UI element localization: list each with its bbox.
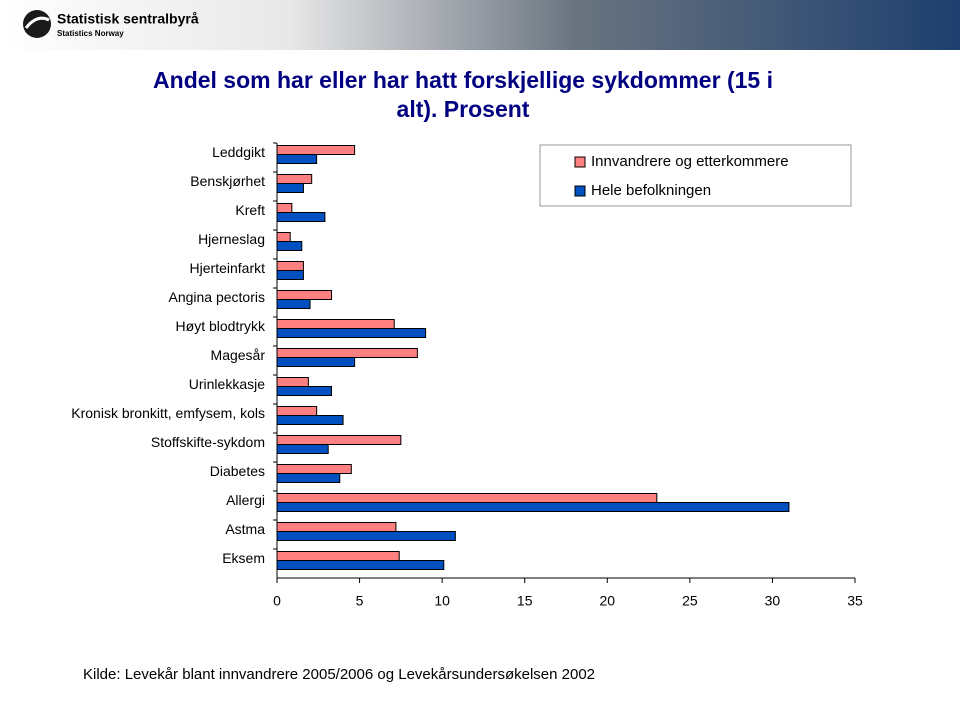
x-tick-label: 35 [847,593,863,609]
bar [276,348,418,358]
y-tick-label: Kronisk bronkitt, emfysem, kols [71,405,265,421]
y-tick-label: Angina pectoris [168,289,265,305]
x-tick-label: 15 [517,593,533,609]
logo-mark [23,10,51,38]
bar [276,270,304,280]
bar [276,261,304,271]
bar [276,319,395,329]
bar [276,522,397,532]
bar [276,551,400,561]
x-tick-label: 0 [273,593,281,609]
chart-title: Andel som har eller har hatt forskjellig… [153,67,773,122]
y-tick-label: Diabetes [210,463,265,479]
y-tick-label: Hjerneslag [198,231,265,247]
y-tick-label: Benskjørhet [190,173,265,189]
bar [276,473,341,483]
logo-sub: Statistics Norway [57,29,124,38]
bar [276,183,304,193]
x-tick-label: 30 [765,593,781,609]
bar [276,493,658,503]
legend-label: Innvandrere og etterkommere [591,153,789,170]
logo-name: Statistisk sentralbyrå [57,11,199,27]
x-tick-label: 10 [434,593,450,609]
header-banner [0,0,960,50]
bar [276,290,332,300]
y-tick-label: Høyt blodtrykk [176,318,266,334]
bar [276,145,356,155]
legend-swatch [574,156,586,168]
y-tick-label: Stoffskifte-sykdom [151,434,265,450]
x-tick-label: 5 [356,593,364,609]
bar [276,203,293,213]
bar [276,464,352,474]
y-tick-label: Eksem [222,550,265,566]
legend-swatch [574,185,586,197]
bar [276,328,427,338]
bar [276,386,332,396]
bar [276,299,311,309]
bar [276,435,402,445]
y-tick-label: Astma [225,521,265,537]
y-tick-label: Magesår [211,347,266,363]
bar [276,154,318,164]
bar [276,357,356,367]
legend-label: Hele befolkningen [591,182,711,199]
bar [276,444,329,454]
x-tick-label: 25 [682,593,698,609]
bar [276,531,456,541]
bar [276,241,303,251]
bar [276,406,318,416]
bar [276,560,445,570]
y-tick-label: Hjerteinfarkt [190,260,266,276]
bar [276,502,790,512]
bar [276,232,291,242]
y-tick-label: Allergi [226,492,265,508]
x-tick-label: 20 [599,593,615,609]
bar [276,212,326,222]
y-tick-label: Urinlekkasje [189,376,265,392]
bar [276,415,344,425]
logo-swoosh [24,16,50,29]
y-tick-label: Leddgikt [212,144,265,160]
y-tick-label: Kreft [235,202,265,218]
legend-box [539,144,852,207]
source: Kilde: Levekår blant innvandrere 2005/20… [83,666,595,683]
bar [276,174,313,184]
bar [276,377,309,387]
